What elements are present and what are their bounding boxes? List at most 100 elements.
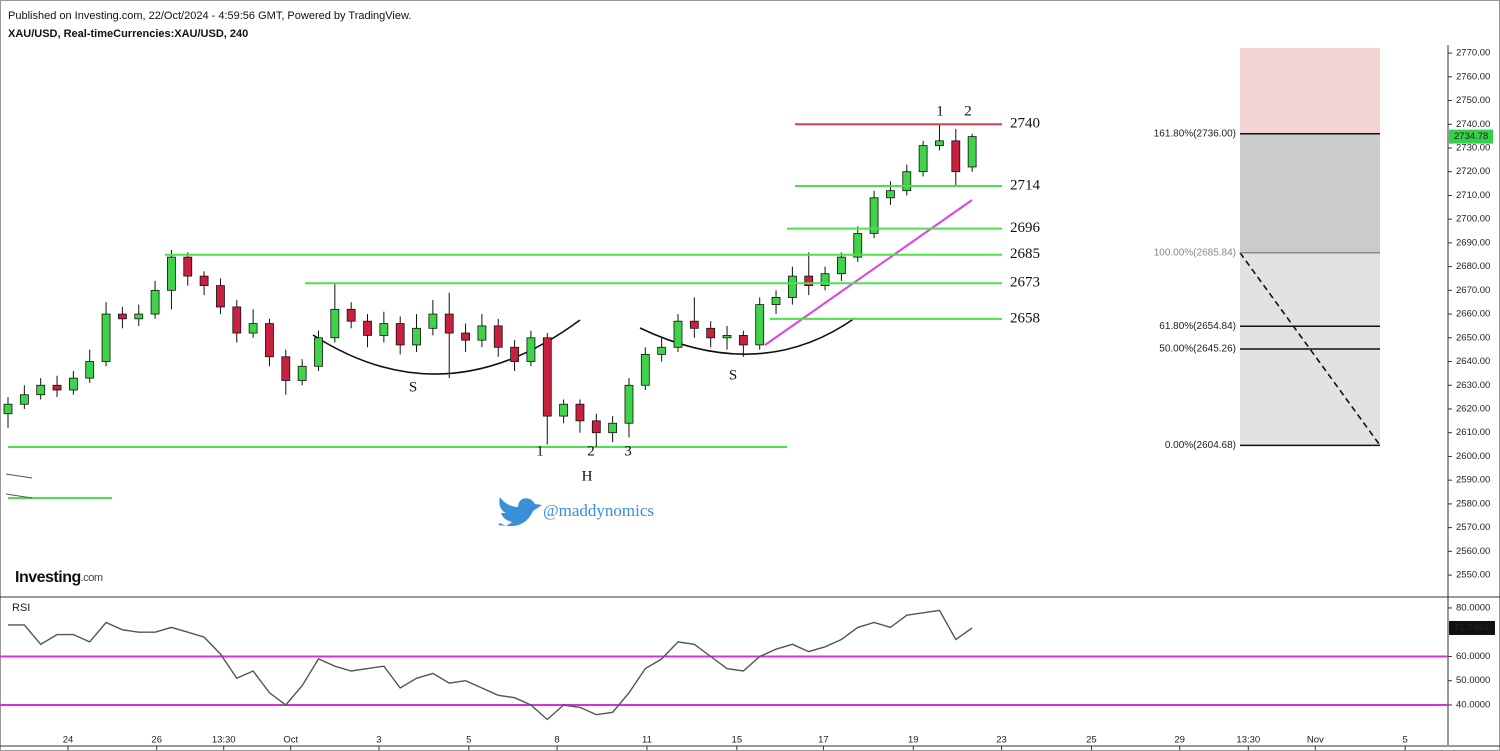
candle-body [787,275,797,298]
candle-body [510,346,519,362]
candle-body [935,140,944,147]
rsi-tick-label: 50.0000 [1456,675,1490,686]
price-tag-label: 2734.78 [1454,131,1488,142]
annotation: S [729,367,737,383]
x-tick-label: 5 [466,735,471,746]
y-tick-label: 2640.00 [1456,356,1490,367]
x-tick-label: 26 [151,735,162,746]
candle-body [68,377,78,391]
level-label: 2673 [1010,275,1040,291]
right-shoulder-curve [639,317,856,355]
fib-label: 61.80%(2654.84) [1159,321,1236,332]
candle-body [722,335,732,339]
y-tick-label: 2710.00 [1456,190,1490,201]
candle-body [19,394,29,405]
x-tick-label: 13:30 [1236,735,1260,746]
y-tick-label: 2570.00 [1456,522,1490,533]
candle-body [673,320,683,348]
x-tick-label: 15 [732,735,743,746]
candle-body [101,313,111,362]
x-tick-label: 3 [376,735,381,746]
y-tick-label: 2580.00 [1456,498,1490,509]
candle-body [820,273,830,286]
candle-body [542,337,552,417]
candle-body [869,197,879,234]
candle-body [853,232,863,258]
candle-body [640,354,650,386]
x-tick-label: 5 [1403,735,1408,746]
candle-body [493,325,503,348]
candle-body [36,384,46,396]
x-tick-label: Nov [1307,735,1324,746]
logo-text: Investing [15,569,81,586]
candle-body [134,313,144,320]
x-tick-label: 25 [1086,735,1097,746]
symbol: XAU/USD, Real-timeCurrencies:XAU/USD, 24… [8,28,248,40]
candle-body [837,256,846,275]
fib-label: 100.00%(2685.84) [1154,247,1236,258]
candle-body [85,361,95,379]
rsi-tag [1449,620,1495,635]
x-tick-label: 24 [63,735,74,746]
candle-body [967,136,977,168]
candle-body [461,332,470,341]
candle-body [232,306,242,334]
x-tick-label: Oct [283,735,298,746]
annotation: 2 [587,443,595,459]
rsi-line [8,609,973,721]
fib-zone [1240,133,1380,253]
candle-body [150,289,160,315]
candle-body [575,403,585,422]
y-tick-label: 2610.00 [1456,427,1490,438]
x-tick-label: 8 [554,735,559,746]
candle-body [608,422,618,434]
fib-label: 0.00%(2604.68) [1165,440,1236,451]
annotation: H [582,468,593,484]
annotation: 2 [964,103,972,119]
candle-body [755,304,765,346]
candle-body [3,403,13,415]
candle-body [951,140,961,173]
y-tick-label: 2620.00 [1456,403,1490,414]
price-tag [1449,129,1493,144]
candle-body [902,171,912,192]
candle-body [444,313,454,334]
candle-body [477,325,487,341]
y-tick-label: 2630.00 [1456,380,1490,391]
y-tick-label: 2770.00 [1456,48,1490,59]
candle-body [52,384,62,391]
rsi-tick-label: 40.0000 [1456,699,1490,710]
logo: Investing.com [15,569,103,586]
rsi-tick-label: 60.0000 [1456,651,1490,662]
logo-suffix: .com [81,572,103,584]
level-label: 2685 [1010,246,1040,262]
fib-label: 161.80%(2736.00) [1154,128,1236,139]
candle-body [379,323,389,336]
candle-body [199,275,209,286]
y-tick-label: 2590.00 [1456,475,1490,486]
fib-label: 50.00%(2645.26) [1159,344,1236,355]
candle-body [559,403,569,417]
y-tick-label: 2560.00 [1456,546,1490,557]
y-tick-label: 2730.00 [1456,142,1490,153]
candle-body [771,297,781,305]
y-tick-label: 2690.00 [1456,237,1490,248]
candle-body [706,327,716,339]
candle-body [346,308,356,322]
candle-body [395,323,405,346]
y-tick-label: 2670.00 [1456,285,1490,296]
candle-body [265,323,274,358]
level-label: 2714 [1010,177,1041,193]
header: Published on Investing.com, 22/Oct/2024 … [8,10,411,22]
candle-body [117,313,127,320]
annotation: 1 [536,443,544,459]
candle-body [526,337,536,362]
y-tick-label: 2550.00 [1456,570,1490,581]
candle-body [804,275,814,286]
candle-body [886,190,895,199]
twitter-icon [498,497,542,527]
y-tick-label: 2650.00 [1456,332,1490,343]
candle-body [297,365,307,381]
rsi-tag-label: 71.7454 [1454,622,1488,633]
